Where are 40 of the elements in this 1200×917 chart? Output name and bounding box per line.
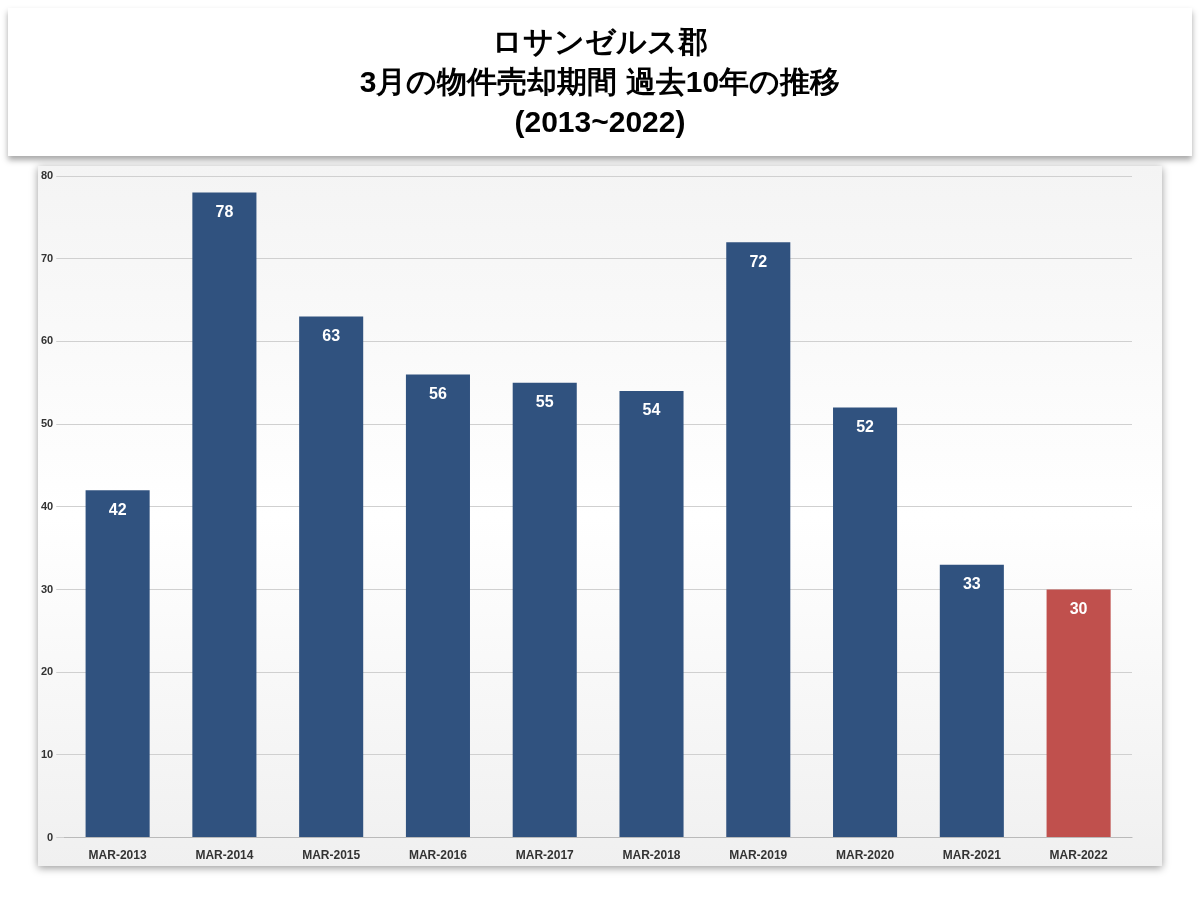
- bar: [192, 192, 257, 838]
- data-label: 55: [535, 393, 554, 411]
- y-tick-label: 70: [40, 251, 54, 264]
- bar: [619, 391, 684, 838]
- bar: [1046, 589, 1111, 838]
- x-tick-label: MAR-2015: [302, 848, 361, 863]
- x-tick-label: MAR-2017: [515, 848, 575, 863]
- y-tick-label: 50: [40, 417, 54, 430]
- x-tick-label: MAR-2014: [195, 848, 254, 863]
- x-tick-label: MAR-2021: [942, 848, 1002, 863]
- bar: [85, 490, 150, 838]
- y-tick-label: 10: [40, 747, 54, 760]
- data-label: 63: [322, 327, 341, 344]
- bar: [939, 564, 1004, 838]
- bar: [299, 316, 364, 838]
- y-tick-label: 40: [40, 499, 54, 512]
- data-label: 30: [1069, 599, 1088, 617]
- y-tick-label: 80: [40, 169, 54, 182]
- data-label: 33: [962, 575, 981, 593]
- bar: [833, 407, 898, 838]
- bar: [512, 382, 577, 838]
- x-tick-label: MAR-2020: [836, 848, 895, 863]
- bar: [405, 374, 470, 838]
- data-label: 54: [642, 401, 661, 419]
- x-tick-label: MAR-2022: [1049, 848, 1108, 863]
- x-tick-label: MAR-2019: [729, 848, 788, 863]
- data-label: 42: [108, 500, 127, 518]
- data-label: 56: [429, 384, 447, 402]
- x-tick-label: MAR-2016: [408, 848, 468, 863]
- data-label: 52: [856, 417, 875, 435]
- y-tick-label: 30: [40, 582, 54, 595]
- bar: [726, 242, 791, 838]
- x-tick-label: MAR-2013: [88, 848, 147, 863]
- y-tick-label: 0: [47, 830, 54, 843]
- y-tick-label: 20: [40, 665, 54, 678]
- data-label: 72: [749, 252, 768, 270]
- x-tick-label: MAR-2018: [622, 848, 681, 863]
- chart-title: ロサンゼルス郡 3月の物件売却期間 過去10年の推移 (2013~2022): [8, 8, 1192, 156]
- y-tick-label: 60: [40, 334, 54, 347]
- data-label: 78: [215, 202, 234, 220]
